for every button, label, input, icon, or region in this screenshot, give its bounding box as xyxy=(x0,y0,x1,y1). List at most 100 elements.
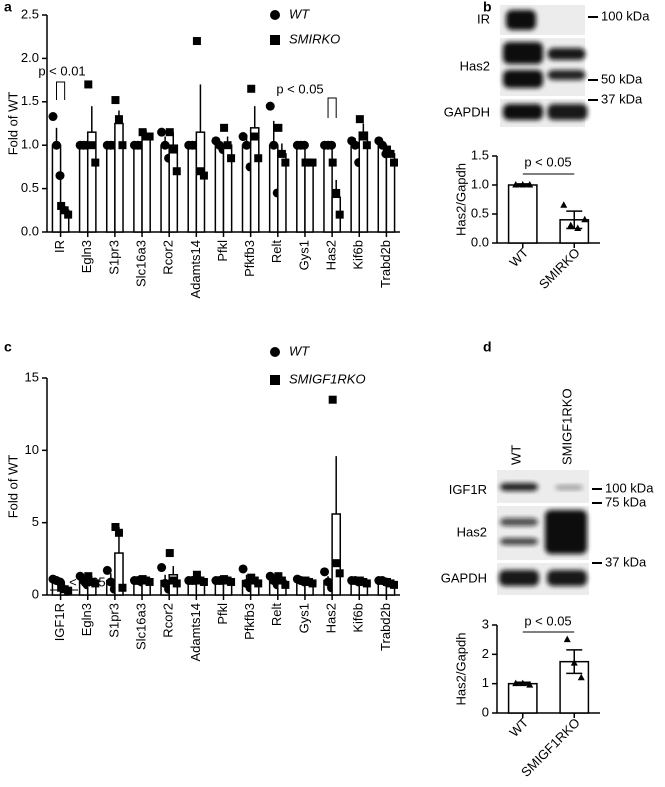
data-point xyxy=(581,215,589,223)
size-marker: 100 kDa xyxy=(605,480,654,495)
bar xyxy=(133,144,143,233)
y-axis-label: Fold of WT xyxy=(5,455,20,519)
data-point xyxy=(308,579,317,588)
data-point xyxy=(560,201,568,208)
data-point xyxy=(362,141,371,150)
x-tick-label: Pfkfb3 xyxy=(242,240,257,277)
x-tick-label: Has2 xyxy=(324,240,339,270)
data-point xyxy=(196,167,205,176)
data-point xyxy=(102,565,112,575)
bar xyxy=(323,144,333,233)
bar xyxy=(195,131,206,233)
y-axis-label: Has2/Gapdh xyxy=(453,633,468,706)
data-point xyxy=(389,580,398,589)
data-point xyxy=(277,576,286,585)
data-point xyxy=(254,579,263,588)
x-tick-label: IGF1R xyxy=(52,603,67,641)
blot-band xyxy=(503,42,543,64)
data-point xyxy=(227,154,236,163)
data-point xyxy=(563,635,571,643)
data-point xyxy=(91,579,100,588)
bar xyxy=(114,122,124,233)
x-tick-label: Kif6b xyxy=(351,603,366,633)
data-point xyxy=(111,96,120,105)
y-tick-label: 1.0 xyxy=(21,137,39,152)
data-point xyxy=(199,171,208,180)
band-label: Has2 xyxy=(457,524,487,539)
data-point xyxy=(165,128,174,137)
x-tick-label: Pfkl xyxy=(215,603,230,625)
data-point xyxy=(192,37,201,46)
bar xyxy=(141,134,151,233)
x-tick-label: S1pr3 xyxy=(106,240,121,275)
bar xyxy=(304,161,314,233)
x-tick-label: Relt xyxy=(269,240,284,264)
bar xyxy=(241,144,252,233)
y-tick-label: 0.5 xyxy=(21,180,39,195)
data-point xyxy=(64,586,73,595)
y-tick-label: 3 xyxy=(482,616,489,631)
y-tick-label: 1.5 xyxy=(471,147,489,162)
blot-band xyxy=(555,485,583,490)
blot-band xyxy=(499,570,539,586)
y-tick-label: 1 xyxy=(482,675,489,690)
x-tick-label: Slc16a3 xyxy=(133,240,148,287)
data-point xyxy=(172,167,181,176)
band-label: GAPDH xyxy=(444,104,490,119)
data-point xyxy=(359,132,368,141)
data-point xyxy=(199,577,208,586)
x-tick-label: Slc16a3 xyxy=(133,603,148,650)
legend-label: WT xyxy=(289,6,310,21)
data-point xyxy=(577,673,585,681)
size-marker: 37 kDa xyxy=(605,554,647,569)
x-tick-label: Gys1 xyxy=(296,240,311,270)
x-tick-label: Adamts14 xyxy=(188,603,203,662)
data-point xyxy=(242,140,252,150)
bar xyxy=(168,144,179,233)
bar xyxy=(51,144,62,233)
data-point xyxy=(332,559,341,568)
data-point xyxy=(277,149,286,158)
legend-marker xyxy=(270,35,280,45)
band-label: IR xyxy=(477,11,490,26)
data-point xyxy=(382,145,391,154)
blot-band xyxy=(547,104,588,120)
size-marker: 100 kDa xyxy=(601,8,650,23)
x-tick-label: SMIRKO xyxy=(536,245,583,292)
data-point xyxy=(350,140,360,150)
data-point xyxy=(111,523,120,532)
data-point xyxy=(269,140,279,150)
bracket xyxy=(327,97,337,118)
x-tick-label: Trabd2b xyxy=(378,603,393,651)
blot-band xyxy=(545,510,587,554)
legend-label: WT xyxy=(289,343,310,358)
blot-band xyxy=(506,10,536,30)
data-point xyxy=(567,221,575,229)
data-point xyxy=(386,149,395,158)
data-point xyxy=(512,679,520,687)
y-tick-label: 15 xyxy=(25,369,39,384)
data-point xyxy=(574,224,582,231)
blot-band xyxy=(547,48,586,60)
bar xyxy=(296,144,306,233)
data-point xyxy=(165,549,174,558)
x-tick-label: Has2 xyxy=(324,603,339,633)
data-point xyxy=(84,572,93,581)
blot-band xyxy=(547,570,587,586)
legend-marker xyxy=(270,375,280,385)
x-tick-label: Egln3 xyxy=(79,240,94,273)
y-tick-label: 2 xyxy=(482,646,489,661)
bar xyxy=(331,513,342,596)
data-point xyxy=(250,132,259,141)
data-point xyxy=(106,577,116,587)
y-tick-label: 0.0 xyxy=(471,234,489,249)
data-point xyxy=(52,140,62,150)
x-tick-label: IR xyxy=(52,240,67,253)
x-tick-label: Adamts14 xyxy=(188,240,203,299)
panel-label: c xyxy=(4,339,12,355)
bar xyxy=(105,144,116,233)
x-tick-label: Egln3 xyxy=(79,603,94,636)
size-marker: 37 kDa xyxy=(601,91,643,106)
y-tick-label: 0 xyxy=(482,704,489,719)
